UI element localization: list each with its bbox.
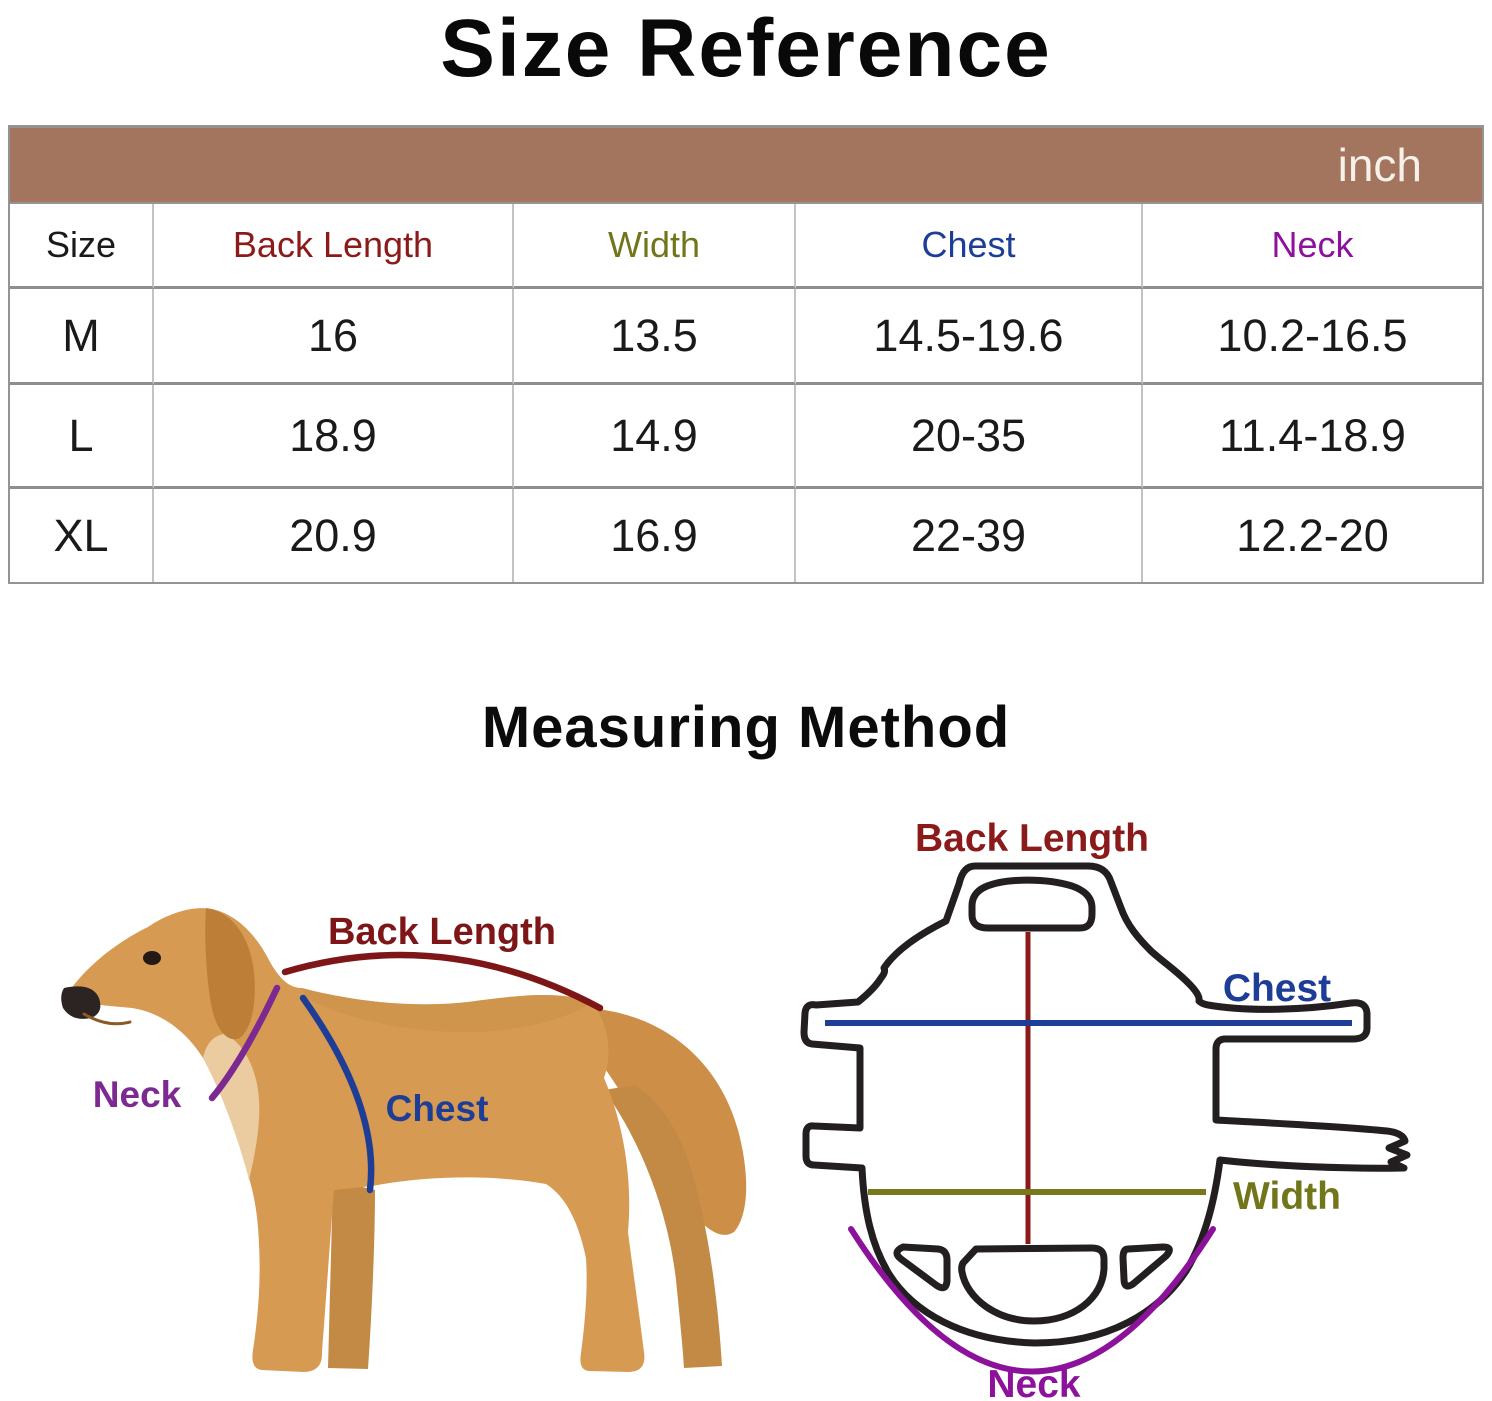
- chest-value: 14.5-19.6: [796, 289, 1143, 385]
- photo-chest-label: Chest: [386, 1088, 489, 1129]
- diagram-chest-label: Chest: [1223, 967, 1331, 1010]
- neck-value: 12.2-20: [1143, 489, 1482, 582]
- measuring-method-figures: Back Length Neck Chest Bac: [0, 790, 1492, 1401]
- column-header-width: Width: [514, 204, 796, 289]
- photo-back-length-line: [281, 951, 604, 1012]
- chest-value: 22-39: [796, 489, 1143, 582]
- dog-mouth: [82, 1012, 132, 1026]
- chest-value: 20-35: [796, 385, 1143, 489]
- diagram-neck-line: [848, 1226, 1216, 1375]
- size-cell: XL: [10, 489, 154, 582]
- width-value: 14.9: [514, 385, 796, 489]
- size-cell: L: [10, 385, 154, 489]
- diagram-back-length-label: Back Length: [915, 817, 1149, 860]
- dog-chest-patch: [203, 1034, 260, 1180]
- photo-neck-line: [208, 984, 281, 1102]
- photo-chest-line: [299, 994, 375, 1194]
- dog-ear: [205, 908, 255, 1040]
- garment-top-opening: [968, 876, 1096, 932]
- dog-far-hind-leg: [604, 1085, 722, 1368]
- dog-nose: [61, 986, 101, 1019]
- back-length-value: 20.9: [154, 489, 514, 582]
- neck-value: 10.2-16.5: [1143, 289, 1482, 385]
- garment-outline: [800, 862, 1411, 1347]
- back-length-value: 18.9: [154, 385, 514, 489]
- dog-photo-illustration: Back Length Neck Chest: [61, 908, 747, 1372]
- size-table-grid: Size Back Length Width Chest Neck M 16 1…: [10, 204, 1482, 582]
- garment-center-opening: [958, 1244, 1108, 1325]
- measuring-method-svg: Back Length Neck Chest Bac: [61, 817, 1411, 1401]
- diagram-width-label: Width: [1233, 1175, 1341, 1218]
- garment-diagram: Back Length Chest Width Neck: [800, 817, 1411, 1401]
- garment-right-leg-hole: [1119, 1243, 1173, 1290]
- unit-header-row: inch: [10, 128, 1482, 204]
- column-header-chest: Chest: [796, 204, 1143, 289]
- photo-back-length-label: Back Length: [328, 911, 556, 953]
- column-header-back-length: Back Length: [154, 204, 514, 289]
- page-title: Size Reference: [440, 3, 1052, 94]
- column-header-neck: Neck: [1143, 204, 1482, 289]
- width-value: 13.5: [514, 289, 796, 385]
- diagram-neck-label: Neck: [987, 1363, 1081, 1401]
- photo-neck-label: Neck: [93, 1074, 182, 1115]
- back-length-value: 16: [154, 289, 514, 385]
- size-cell: M: [10, 289, 154, 385]
- garment-left-leg-hole: [893, 1243, 951, 1292]
- column-header-size: Size: [10, 204, 154, 289]
- neck-value: 11.4-18.9: [1143, 385, 1482, 489]
- dog-far-front-leg: [328, 1180, 375, 1369]
- dog-back-shading: [302, 988, 592, 1033]
- unit-label: inch: [1337, 139, 1422, 191]
- width-value: 16.9: [514, 489, 796, 582]
- size-table: inch Size Back Length Width Chest Neck M…: [8, 125, 1484, 584]
- dog-eye: [143, 951, 161, 965]
- measuring-method-title: Measuring Method: [481, 695, 1011, 760]
